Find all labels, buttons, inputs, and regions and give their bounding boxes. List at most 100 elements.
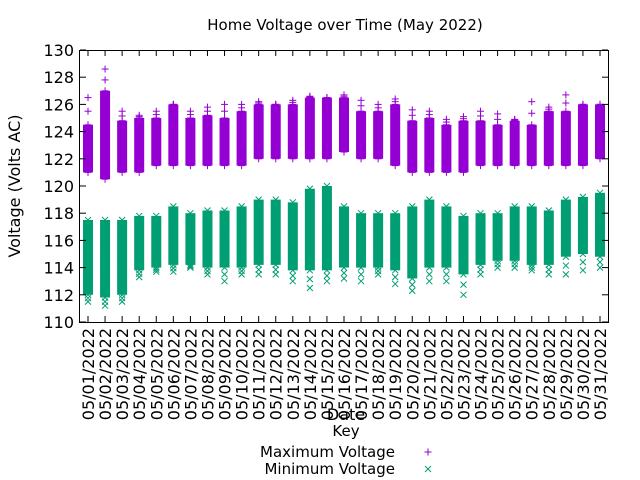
min-voltage-point bbox=[306, 246, 314, 254]
max-voltage-point bbox=[135, 155, 143, 163]
min-voltage-point bbox=[101, 298, 109, 305]
min-voltage-point bbox=[391, 238, 399, 246]
min-voltage-point bbox=[477, 261, 484, 269]
max-voltage-point bbox=[562, 134, 570, 142]
y-tick-label: 114 bbox=[43, 259, 74, 278]
max-voltage-point bbox=[186, 111, 194, 119]
max-voltage-point bbox=[494, 115, 502, 123]
max-voltage-point bbox=[562, 99, 570, 107]
x-tick-label: 05/16/2022 bbox=[335, 328, 354, 420]
min-voltage-point bbox=[340, 233, 348, 241]
max-voltage-point bbox=[562, 91, 570, 99]
min-voltage-point bbox=[494, 233, 501, 241]
min-voltage-point bbox=[579, 193, 587, 201]
min-voltage-point bbox=[306, 275, 314, 283]
y-tick-label: 122 bbox=[43, 150, 74, 169]
max-voltage-point bbox=[135, 113, 143, 121]
min-voltage-point bbox=[118, 235, 126, 243]
min-voltage-point bbox=[204, 249, 211, 257]
max-voltage-point bbox=[84, 145, 92, 153]
max-voltage-point bbox=[306, 93, 314, 101]
min-voltage-point bbox=[477, 209, 484, 217]
max-voltage-point bbox=[118, 155, 126, 163]
min-voltage-point bbox=[169, 217, 177, 225]
max-voltage-point bbox=[391, 98, 399, 106]
max-voltage-point bbox=[357, 131, 365, 139]
min-voltage-point bbox=[152, 225, 160, 233]
min-voltage-point bbox=[545, 220, 553, 228]
min-voltage-point bbox=[528, 217, 536, 225]
min-voltage-point bbox=[306, 205, 314, 213]
x-tick-label: 05/08/2022 bbox=[198, 328, 217, 420]
min-voltage-point bbox=[187, 262, 194, 270]
max-voltage-point bbox=[272, 155, 280, 163]
x-tick-label: 05/20/2022 bbox=[403, 328, 422, 420]
max-voltage-point bbox=[425, 141, 433, 149]
y-tick-label: 112 bbox=[43, 286, 74, 305]
x-tick-label: 05/13/2022 bbox=[284, 328, 303, 420]
min-voltage-point bbox=[221, 235, 228, 243]
max-voltage-point bbox=[579, 131, 587, 139]
x-tick-label: 05/01/2022 bbox=[79, 328, 98, 420]
max-voltage-point bbox=[442, 118, 450, 126]
min-voltage-point bbox=[323, 224, 331, 232]
y-tick-label: 120 bbox=[43, 177, 74, 196]
min-voltage-point bbox=[562, 239, 570, 246]
max-voltage-point bbox=[528, 151, 536, 159]
min-voltage-point bbox=[135, 270, 143, 278]
max-voltage-point bbox=[84, 107, 92, 115]
min-voltage-point bbox=[204, 267, 211, 275]
max-voltage-point bbox=[272, 128, 280, 136]
max-voltage-point bbox=[408, 130, 416, 138]
max-voltage-point bbox=[579, 162, 587, 170]
max-voltage-point bbox=[255, 141, 263, 149]
max-voltage-point bbox=[221, 162, 229, 170]
min-voltage-point bbox=[425, 196, 433, 203]
max-voltage-point bbox=[323, 94, 331, 102]
min-voltage-point bbox=[511, 260, 519, 268]
min-voltage-point bbox=[511, 216, 519, 224]
max-voltage-point bbox=[477, 112, 485, 120]
min-voltage-point bbox=[408, 287, 416, 295]
min-voltage-point bbox=[306, 185, 314, 193]
max-voltage-point bbox=[238, 121, 246, 129]
max-voltage-point bbox=[289, 128, 297, 136]
min-voltage-point bbox=[238, 267, 245, 275]
max-voltage-point bbox=[238, 134, 246, 142]
max-voltage-point bbox=[186, 126, 194, 134]
max-voltage-point bbox=[357, 102, 365, 110]
max-voltage-point bbox=[477, 150, 485, 158]
max-voltage-point bbox=[135, 168, 143, 176]
legend-label: Minimum Voltage bbox=[264, 460, 395, 478]
max-voltage-point bbox=[203, 136, 211, 144]
max-voltage-point bbox=[562, 107, 570, 115]
max-voltage-point bbox=[221, 138, 229, 146]
min-voltage-point bbox=[118, 254, 126, 261]
min-voltage-point bbox=[272, 196, 280, 203]
x-tick-label: 05/21/2022 bbox=[420, 328, 439, 420]
x-tick-label: 05/25/2022 bbox=[489, 328, 508, 420]
min-voltage-point bbox=[221, 264, 228, 271]
max-voltage-point bbox=[528, 141, 536, 149]
max-voltage-point bbox=[238, 104, 246, 112]
max-voltage-point bbox=[562, 121, 570, 129]
min-voltage-point bbox=[84, 272, 92, 280]
min-voltage-point bbox=[340, 269, 348, 277]
x-tick-label: 05/29/2022 bbox=[557, 328, 576, 420]
min-voltage-point bbox=[494, 209, 501, 217]
max-voltage-point bbox=[101, 153, 109, 161]
max-voltage-point bbox=[186, 150, 194, 158]
max-voltage-point bbox=[391, 131, 399, 139]
min-voltage-point bbox=[460, 271, 467, 278]
min-voltage-point bbox=[289, 272, 297, 280]
x-tick-label: 05/04/2022 bbox=[130, 328, 149, 420]
min-voltage-point bbox=[579, 222, 587, 229]
min-voltage-point bbox=[118, 272, 126, 280]
min-voltage-point bbox=[204, 271, 211, 278]
min-voltage-point bbox=[152, 238, 160, 246]
min-voltage-point bbox=[596, 264, 604, 271]
y-tick-label: 118 bbox=[43, 204, 74, 223]
min-voltage-point bbox=[494, 260, 501, 268]
max-voltage-point bbox=[101, 65, 109, 73]
